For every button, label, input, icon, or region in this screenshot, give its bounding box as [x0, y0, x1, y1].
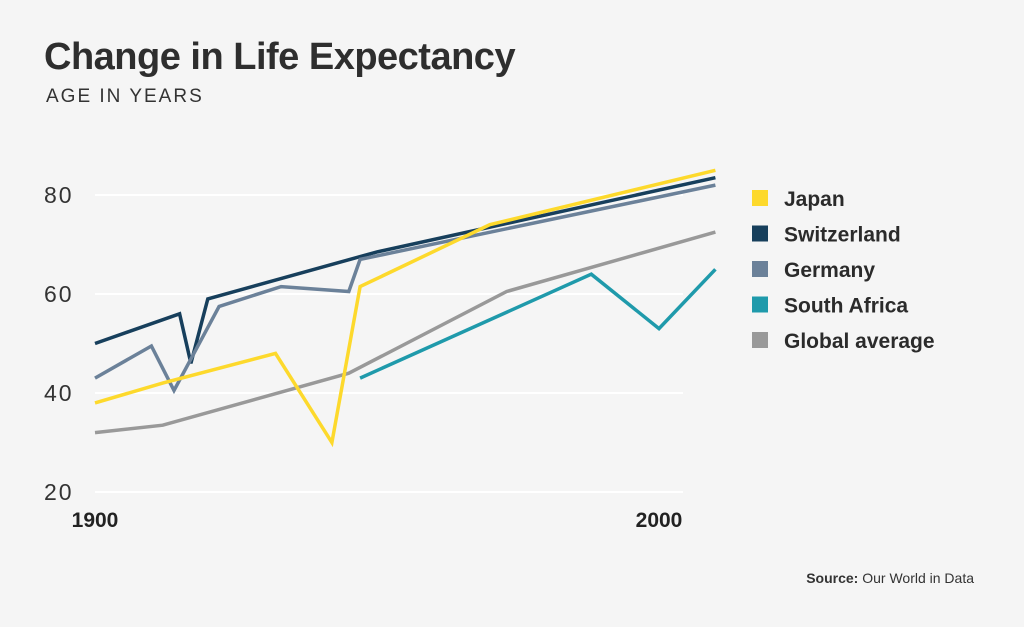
x-tick-label: 1900	[72, 509, 119, 532]
source-text: Our World in Data	[862, 570, 974, 586]
x-tick-labels: 1900 2000	[72, 509, 683, 532]
series-line-switzerland	[94, 175, 716, 364]
series-line-south-africa	[359, 268, 717, 380]
legend-swatch-south-africa	[752, 296, 768, 313]
legend-swatch-global-average	[752, 332, 768, 348]
legend-label-japan: Japan	[784, 188, 845, 211]
y-tick-label: 60	[44, 281, 74, 307]
source-note: Source: Our World in Data	[806, 570, 974, 586]
legend-label-switzerland: Switzerland	[784, 224, 901, 247]
legend-label-global-average: Global average	[784, 330, 935, 353]
gridlines	[95, 194, 683, 493]
y-tick-label: 40	[44, 380, 74, 406]
source-label: Source:	[806, 570, 859, 586]
legend: Japan Switzerland Germany South Africa Globa…	[752, 188, 935, 353]
series-lines	[94, 168, 717, 448]
x-tick-label: 2000	[636, 509, 683, 532]
y-tick-label: 20	[44, 479, 74, 505]
legend-label-germany: Germany	[784, 259, 875, 282]
y-tick-labels: 20 40 60 80	[44, 182, 74, 505]
legend-label-south-africa: South Africa	[784, 295, 908, 318]
legend-swatch-switzerland	[752, 225, 768, 242]
series-line-global-average	[94, 230, 716, 435]
chart-title: Change in Life Expectancy	[44, 36, 516, 78]
legend-swatch-germany	[752, 261, 768, 277]
series-line-japan	[94, 168, 716, 448]
legend-swatch-japan	[752, 190, 768, 206]
series-line-germany	[94, 183, 716, 395]
y-tick-label: 80	[44, 182, 74, 208]
chart-subtitle: AGE IN YEARS	[46, 86, 204, 107]
